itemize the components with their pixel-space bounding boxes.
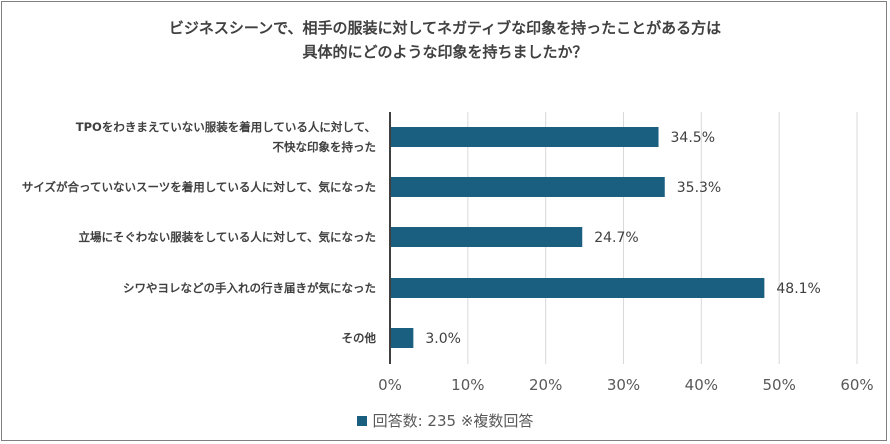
bar (391, 278, 765, 298)
category-label: 不快な印象を持った (273, 140, 377, 154)
x-tick-label: 0% (378, 376, 402, 394)
data-label: 3.0% (425, 331, 461, 347)
data-label: 34.5% (671, 130, 715, 146)
category-label: サイズが合っていないスーツを着用している人に対して、気になった (22, 180, 376, 194)
data-label: 48.1% (776, 281, 820, 297)
x-tick-label: 10% (451, 376, 484, 394)
x-tick-label: 20% (529, 376, 562, 394)
category-label: 立場にそぐわない服装をしている人に対して、気になった (78, 230, 376, 244)
category-label: その他 (342, 331, 377, 345)
legend: 回答数: 235 ※複数回答 (0, 410, 890, 431)
chart-title-line-1: ビジネスシーンで、相手の服装に対してネガティブな印象を持ったことがある方は (168, 19, 722, 37)
bar (391, 177, 665, 197)
bar (391, 127, 659, 147)
data-label: 35.3% (677, 180, 721, 196)
x-tick-label: 30% (607, 376, 640, 394)
bar (391, 227, 583, 247)
legend-swatch (356, 416, 367, 426)
category-label: シワやヨレなどの手入れの行き届きが気になった (123, 281, 376, 295)
bar (391, 328, 414, 348)
chart-title-line-2: 具体的にどのような印象を持ちましたか？ (302, 43, 588, 61)
data-label: 24.7% (594, 230, 638, 246)
x-tick-label: 50% (762, 376, 795, 394)
legend-label: 回答数: 235 ※複数回答 (372, 412, 534, 430)
chart-title: ビジネスシーンで、相手の服装に対してネガティブな印象を持ったことがある方は 具体… (0, 16, 890, 64)
x-tick-label: 40% (685, 376, 718, 394)
x-tick-label: 60% (840, 376, 873, 394)
category-label: TPOをわきまえていない服装を着用している人に対して、 (76, 120, 376, 134)
